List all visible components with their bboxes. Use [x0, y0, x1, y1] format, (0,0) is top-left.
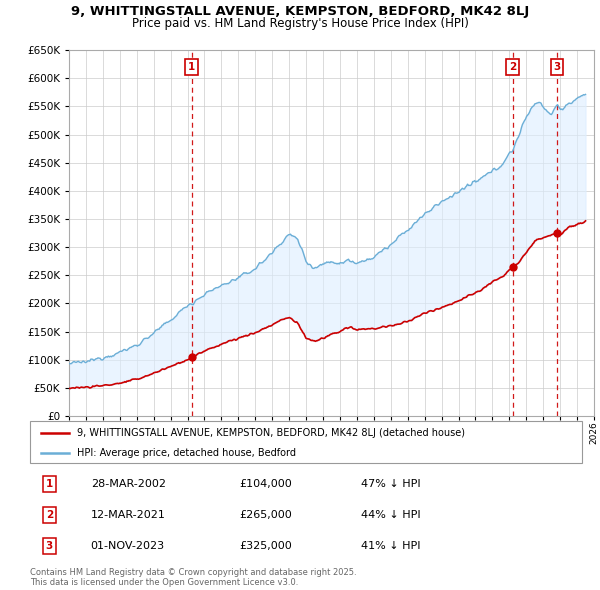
Text: 01-NOV-2023: 01-NOV-2023 [91, 541, 165, 551]
Text: 41% ↓ HPI: 41% ↓ HPI [361, 541, 421, 551]
Text: 2: 2 [46, 510, 53, 520]
Text: 1: 1 [46, 478, 53, 489]
Text: 9, WHITTINGSTALL AVENUE, KEMPSTON, BEDFORD, MK42 8LJ: 9, WHITTINGSTALL AVENUE, KEMPSTON, BEDFO… [71, 5, 529, 18]
FancyBboxPatch shape [30, 421, 582, 463]
Text: 3: 3 [46, 541, 53, 551]
Text: Price paid vs. HM Land Registry's House Price Index (HPI): Price paid vs. HM Land Registry's House … [131, 17, 469, 30]
Text: 44% ↓ HPI: 44% ↓ HPI [361, 510, 421, 520]
Text: HPI: Average price, detached house, Bedford: HPI: Average price, detached house, Bedf… [77, 448, 296, 457]
Text: £104,000: £104,000 [240, 478, 293, 489]
Text: 28-MAR-2002: 28-MAR-2002 [91, 478, 166, 489]
Text: Contains HM Land Registry data © Crown copyright and database right 2025.
This d: Contains HM Land Registry data © Crown c… [30, 568, 356, 587]
Text: 12-MAR-2021: 12-MAR-2021 [91, 510, 166, 520]
Text: 9, WHITTINGSTALL AVENUE, KEMPSTON, BEDFORD, MK42 8LJ (detached house): 9, WHITTINGSTALL AVENUE, KEMPSTON, BEDFO… [77, 428, 465, 438]
Text: 2: 2 [509, 62, 516, 72]
Text: £325,000: £325,000 [240, 541, 293, 551]
Text: 47% ↓ HPI: 47% ↓ HPI [361, 478, 421, 489]
Text: £265,000: £265,000 [240, 510, 293, 520]
Text: 3: 3 [554, 62, 561, 72]
Text: 1: 1 [188, 62, 195, 72]
